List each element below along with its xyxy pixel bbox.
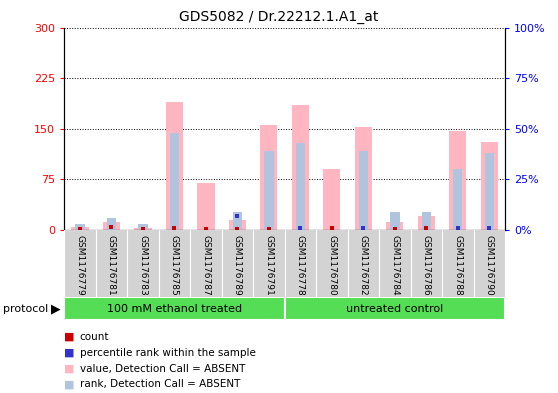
Text: ■: ■: [64, 379, 75, 389]
Text: GSM1176787: GSM1176787: [201, 235, 210, 296]
Bar: [480, 142, 498, 230]
Bar: [296, 143, 305, 230]
Bar: [292, 105, 309, 230]
Text: GSM1176778: GSM1176778: [296, 235, 305, 296]
Bar: [75, 224, 85, 230]
Text: count: count: [80, 332, 109, 342]
Text: ■: ■: [64, 364, 75, 373]
Text: GSM1176789: GSM1176789: [233, 235, 242, 296]
Text: GSM1176788: GSM1176788: [453, 235, 462, 296]
Text: GSM1176780: GSM1176780: [328, 235, 336, 296]
Text: GSM1176782: GSM1176782: [359, 235, 368, 296]
Bar: [197, 183, 214, 230]
Bar: [264, 151, 273, 230]
Text: value, Detection Call = ABSENT: value, Detection Call = ABSENT: [80, 364, 245, 373]
Text: GSM1176785: GSM1176785: [170, 235, 179, 296]
Text: GSM1176791: GSM1176791: [264, 235, 273, 296]
Text: GSM1176781: GSM1176781: [107, 235, 116, 296]
Text: GDS5082 / Dr.22212.1.A1_at: GDS5082 / Dr.22212.1.A1_at: [179, 10, 379, 24]
Bar: [421, 212, 431, 230]
Bar: [390, 212, 400, 230]
Text: ▶: ▶: [51, 302, 60, 315]
Bar: [453, 169, 463, 230]
Bar: [134, 228, 152, 230]
Text: rank, Detection Call = ABSENT: rank, Detection Call = ABSENT: [80, 379, 240, 389]
Text: percentile rank within the sample: percentile rank within the sample: [80, 348, 256, 358]
Bar: [138, 224, 148, 230]
Bar: [449, 131, 466, 230]
Text: untreated control: untreated control: [346, 303, 444, 314]
Bar: [355, 127, 372, 230]
Bar: [359, 151, 368, 230]
Bar: [417, 217, 435, 230]
Text: ■: ■: [64, 332, 75, 342]
Text: GSM1176779: GSM1176779: [75, 235, 84, 296]
Text: 100 mM ethanol treated: 100 mM ethanol treated: [107, 303, 242, 314]
Bar: [107, 218, 116, 230]
Bar: [170, 133, 179, 230]
Bar: [484, 153, 494, 230]
Bar: [233, 212, 242, 230]
Bar: [260, 125, 277, 230]
Text: GSM1176783: GSM1176783: [138, 235, 147, 296]
Bar: [71, 226, 89, 230]
Text: GSM1176786: GSM1176786: [422, 235, 431, 296]
Bar: [285, 297, 505, 320]
Bar: [229, 220, 246, 230]
Bar: [64, 297, 285, 320]
Text: ■: ■: [64, 348, 75, 358]
Text: GSM1176790: GSM1176790: [485, 235, 494, 296]
Text: protocol: protocol: [3, 303, 48, 314]
Bar: [386, 222, 403, 230]
Text: GSM1176784: GSM1176784: [390, 235, 400, 296]
Bar: [323, 169, 340, 230]
Bar: [103, 222, 120, 230]
Bar: [166, 102, 183, 230]
